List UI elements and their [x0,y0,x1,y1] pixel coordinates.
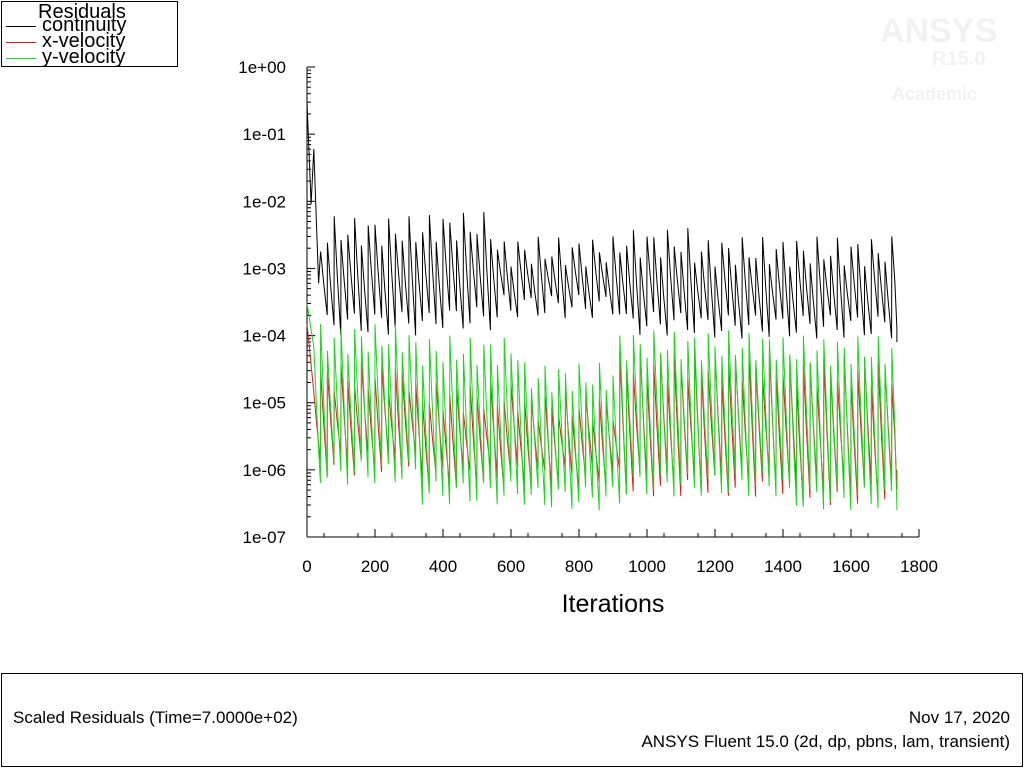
y-tick-label: 1e-03 [243,259,286,278]
plot-info-footer: Scaled Residuals (Time=7.0000e+02) Nov 1… [1,673,1023,767]
x-tick-label: 400 [429,557,457,576]
ansys-edition-watermark: Academic [892,84,978,104]
y-tick-label: 1e-01 [243,125,286,144]
x-tick-label: 800 [565,557,593,576]
legend-label-y-velocity: y-velocity [42,46,126,68]
x-tick-label: 200 [361,557,389,576]
legend-label-x-velocity: x-velocity [42,30,126,52]
legend-swatch-continuity [6,26,36,27]
ansys-version-watermark: R15.0 [932,48,986,70]
x-tick-label: 1800 [900,557,938,576]
series-line-continuity [306,102,898,343]
x-tick-label: 1600 [832,557,870,576]
legend-label-continuity: continuity [42,14,127,36]
legend-swatch-y-velocity [6,58,36,59]
y-tick-label: 1e-07 [243,528,286,547]
y-tick-label: 1e-06 [243,461,286,480]
software-version: ANSYS Fluent 15.0 (2d, dp, pbns, lam, tr… [641,732,1010,751]
residuals-plot: 1e+00 1e-01 1e-02 1e-03 1e-04 1e-05 1e-06 1e-07… [238,58,938,618]
legend-item-x-velocity: x-velocity [6,30,176,52]
legend-swatch-x-velocity [6,42,36,43]
legend-title: Residuals [38,1,126,23]
series-line-y-velocity [306,303,898,511]
y-tick-label: 1e-02 [243,192,286,211]
legend-item-y-velocity: y-velocity [6,46,176,68]
y-tick-label: 1e-05 [243,394,286,413]
y-tick-label: 1e+00 [238,58,286,77]
ansys-watermark: ANSYS [880,12,998,50]
plot-date: Nov 17, 2020 [908,708,1010,727]
legend-item-continuity: continuity [6,14,176,36]
x-tick-label: 1400 [764,557,802,576]
x-tick-label: 600 [497,557,525,576]
legend: Residuals continuity x-velocity y-veloci… [1,1,178,67]
x-tick-label: 1000 [628,557,666,576]
plot-name: Scaled Residuals (Time=7.0000e+02) [13,708,298,727]
x-tick-label: 0 [302,557,311,576]
x-tick-label: 1200 [696,557,734,576]
x-axis-label: Iterations [562,590,665,618]
y-tick-label: 1e-04 [243,327,286,346]
